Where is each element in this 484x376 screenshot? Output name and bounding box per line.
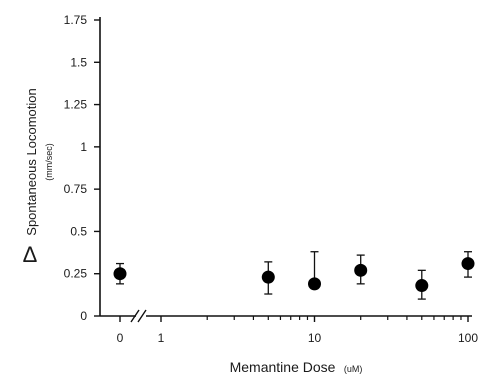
y-tick-label: 0.25 [64,267,88,281]
y-axis-symbol: Δ [23,242,38,267]
y-axis-label: Spontaneous Locomotion [24,88,39,235]
x-tick-label: 100 [458,331,478,345]
data-points [113,257,475,293]
y-tick-label: 1.5 [70,55,87,69]
data-point [113,267,127,281]
data-point [415,279,429,293]
y-tick-label: 1.75 [64,13,88,27]
x-tick-label: 10 [308,331,322,345]
x-tick-label: 1 [158,331,165,345]
axis-tick-labels: 0 0.25 0.5 0.75 1 1.25 1.5 1.75 0 1 10 100 [64,13,479,345]
error-bars [116,251,472,300]
y-tick-label: 1 [80,140,87,154]
y-tick-label: 0.5 [70,224,87,238]
y-tick-label: 0 [80,309,87,323]
axis-break-mark [130,309,140,323]
axis-break-mark [137,309,147,323]
data-point [261,270,275,284]
y-tick-label: 1.25 [64,98,88,112]
x-axis [100,309,472,323]
axis-ticks [94,19,469,322]
data-point [308,277,321,291]
y-axis-unit: (mm/sec) [44,143,54,181]
data-point [354,263,368,277]
x-tick-label: 0 [117,331,124,345]
data-point [461,257,475,271]
x-axis-label: Memantine Dose (uM) [230,359,363,376]
y-tick-label: 0.75 [64,182,88,196]
